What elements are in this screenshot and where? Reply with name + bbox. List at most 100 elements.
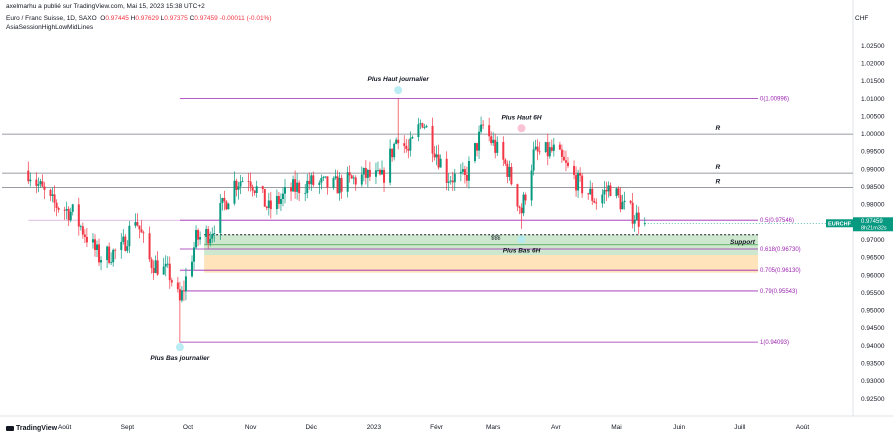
- candle-body: [249, 181, 252, 187]
- fib-label: 0.618(0.96730): [760, 247, 801, 253]
- annotation-marker: [175, 343, 184, 352]
- y-tick-label: 1.02000: [861, 60, 885, 67]
- golden-zone: [204, 255, 758, 273]
- annotation-marker: [394, 86, 403, 95]
- resistance-label: R: [716, 164, 721, 171]
- candle-body: [631, 202, 634, 224]
- candle-body: [57, 208, 60, 210]
- candle-body: [79, 226, 82, 228]
- candle-body: [536, 146, 539, 152]
- candle-body: [332, 178, 335, 188]
- candle-body: [417, 124, 420, 137]
- candle-body: [136, 222, 139, 226]
- candle-body: [43, 186, 46, 190]
- candle-body: [184, 276, 187, 292]
- tradingview-logo-icon: [6, 425, 14, 431]
- candle-body: [138, 225, 141, 230]
- x-tick-label: Avr: [551, 424, 561, 431]
- y-tick-label: 1.01500: [861, 78, 885, 85]
- candle-body: [482, 124, 485, 126]
- candle-body: [209, 238, 212, 244]
- candle-body: [207, 228, 210, 244]
- candle-body: [445, 158, 448, 183]
- candle-body: [290, 187, 293, 192]
- candle-body: [170, 280, 173, 283]
- x-tick-label: Juin: [673, 424, 685, 431]
- candle-body: [522, 194, 525, 214]
- candle-body: [451, 180, 454, 183]
- candle-body: [205, 228, 208, 238]
- candle-body: [108, 246, 111, 263]
- indicator-label[interactable]: AsiaSessionHighLowMidLines: [6, 24, 94, 31]
- candle-body: [520, 207, 523, 214]
- fib-label: 0.705(0.96130): [760, 268, 801, 274]
- candle-body: [617, 188, 620, 196]
- annotation-label: Plus Bas 6H: [503, 247, 541, 254]
- candle-body: [310, 175, 313, 185]
- candle-body: [269, 200, 272, 210]
- candle-body: [247, 181, 250, 182]
- symbol-tag-text: EURCHF: [828, 221, 852, 227]
- candle-body: [235, 180, 238, 190]
- fib-label: 0(1.00996): [760, 96, 789, 102]
- candle-body: [508, 166, 511, 177]
- x-tick-label: Mai: [611, 424, 621, 431]
- candle-body: [324, 176, 327, 178]
- candle-body: [601, 194, 604, 204]
- ohlc-open: 0.97445: [105, 15, 129, 22]
- ohlc-high: 0.97629: [135, 15, 159, 22]
- candle-body: [338, 177, 341, 194]
- symbol-tag: [826, 219, 853, 228]
- x-tick-label: Juill: [734, 424, 746, 431]
- candle-body: [506, 163, 509, 177]
- candle-body: [352, 177, 355, 179]
- candle-body: [490, 136, 493, 144]
- candle-body: [71, 204, 74, 212]
- candle-body: [162, 266, 165, 275]
- resistance-label: R: [716, 125, 721, 132]
- candle-body: [168, 263, 171, 281]
- candle-body: [548, 147, 551, 157]
- candle-body: [283, 187, 286, 194]
- candle-body: [364, 168, 367, 178]
- candle-body: [277, 196, 280, 204]
- candle-body: [621, 202, 624, 210]
- candle-body: [581, 175, 584, 194]
- candle-body: [439, 158, 442, 168]
- annotation-label: Plus Haut 6H: [501, 114, 541, 121]
- candle-body: [63, 209, 66, 211]
- candle-body: [403, 143, 406, 146]
- candle-body: [182, 290, 185, 292]
- symbol-name[interactable]: Euro / Franc Suisse, 1D, SAXO: [6, 15, 97, 22]
- candle-body: [524, 194, 527, 201]
- candle-body: [96, 244, 99, 250]
- candle-body: [53, 194, 56, 203]
- publisher-line: axelmarhu a publié sur TradingView.com, …: [6, 3, 205, 10]
- y-tick-label: 0.97000: [861, 237, 885, 244]
- y-tick-label: 1.00000: [861, 131, 885, 138]
- candle-body: [463, 169, 466, 175]
- candle-body: [176, 282, 179, 290]
- candle-body: [304, 192, 307, 194]
- y-tick-label: 0.96500: [861, 255, 885, 262]
- candle-body: [425, 125, 428, 128]
- candle-body: [124, 236, 127, 251]
- candle-body: [334, 176, 337, 179]
- resistance-label: R: [716, 178, 721, 185]
- candle-body: [449, 180, 452, 182]
- candle-body: [633, 220, 636, 224]
- candle-body: [213, 233, 216, 234]
- y-tick-label: 0.99000: [861, 166, 885, 173]
- candle-body: [41, 181, 44, 187]
- candle-body: [558, 144, 561, 150]
- candle-body: [393, 143, 396, 158]
- candle-body: [180, 290, 183, 301]
- candle-body: [615, 188, 618, 196]
- ohlc-change: -0.00011 (-0.01%): [219, 15, 272, 22]
- candle-body: [318, 182, 321, 185]
- tradingview-brand[interactable]: TradingView: [6, 425, 57, 432]
- x-tick-label: Août: [796, 424, 810, 431]
- candle-body: [223, 197, 226, 202]
- candle-body: [459, 171, 462, 174]
